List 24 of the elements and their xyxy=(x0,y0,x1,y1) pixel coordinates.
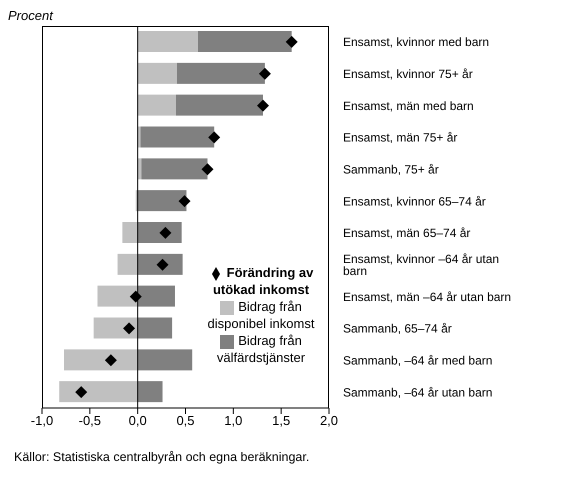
y-tick-label: Sammanb, 65–74 år xyxy=(343,322,452,336)
legend-label: Bidrag från välfärdstjänster xyxy=(216,333,306,365)
y-tick-label: Ensamst, män med barn xyxy=(343,98,474,113)
y-tick-label: Ensamst, kvinnor –64 år utan barn xyxy=(343,252,500,278)
y-tick-label: Sammanb, –64 år utan barn xyxy=(343,385,492,400)
legend-label: Förändring av utökad inkomst xyxy=(212,265,314,297)
y-tick-label: Ensamst, män –64 år utan barn xyxy=(343,290,512,304)
y-tick-label: Ensamst, kvinnor med barn xyxy=(343,35,490,50)
y-tick-label: Ensamst, män 75+ år xyxy=(343,130,458,145)
legend-label: Bidrag från disponibel inkomst xyxy=(208,299,314,331)
text: Källor: Statistiska centralbyrån och egna beräkningar. xyxy=(14,450,310,464)
x-tick-label: -0,5 xyxy=(78,413,102,428)
x-tick-label: 0,0 xyxy=(128,413,147,428)
y-tick-label: Ensamst, kvinnor 75+ år xyxy=(343,67,473,82)
x-tick-label: 0,5 xyxy=(176,413,195,428)
y-tick-label: Sammanb, 75+ år xyxy=(343,162,439,177)
x-tick-label: 1,0 xyxy=(224,413,242,428)
text: Procent xyxy=(8,8,53,23)
x-tick-label: -1,0 xyxy=(30,413,54,428)
x-tick-label: 2,0 xyxy=(320,413,338,428)
x-tick-label: 1,5 xyxy=(272,413,290,428)
y-tick-label: Ensamst, män 65–74 år xyxy=(343,226,470,240)
y-tick-label: Sammanb, –64 år med barn xyxy=(343,354,492,368)
y-tick-label: Ensamst, kvinnor 65–74 år xyxy=(343,194,486,208)
